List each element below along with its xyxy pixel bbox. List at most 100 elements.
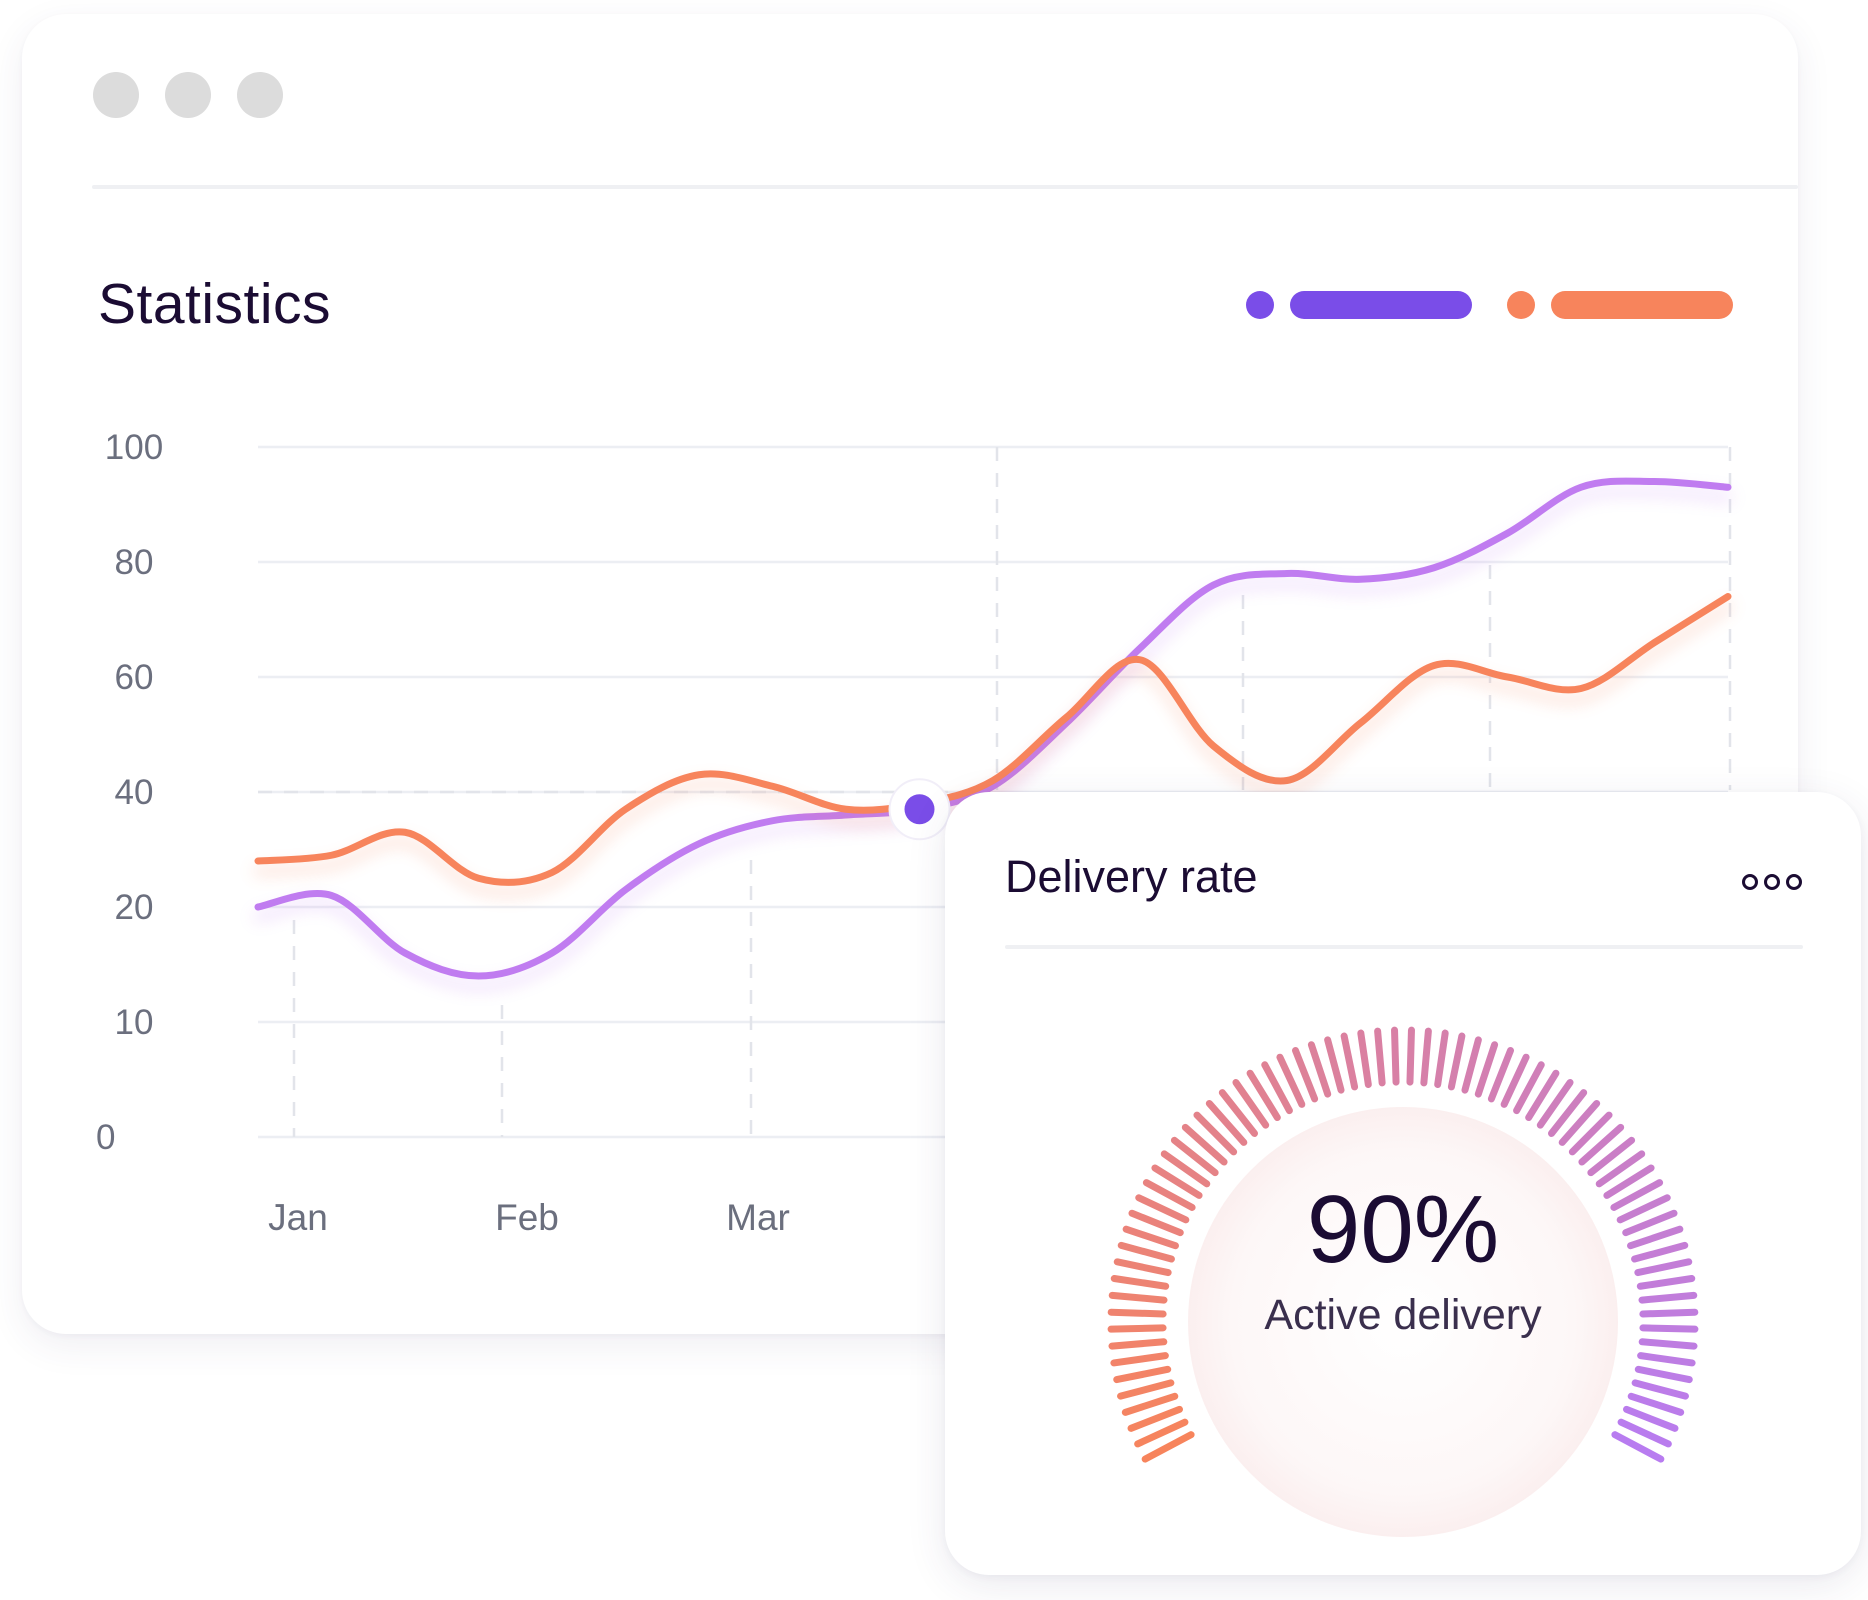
gauge-tick <box>1595 1150 1646 1188</box>
gauge-tick <box>1616 1194 1671 1224</box>
gauge-tick <box>1634 1258 1693 1277</box>
gauge-tick <box>1610 1179 1664 1211</box>
x-tick-label: Mar <box>726 1197 790 1238</box>
gauge-tick <box>1617 1418 1672 1448</box>
highlight-marker-dot <box>904 794 935 825</box>
gauge-tick <box>1232 1079 1270 1129</box>
gauge-tick <box>1121 1392 1179 1416</box>
gauge-tick <box>1122 1225 1179 1250</box>
gauge-tick <box>1110 1275 1170 1290</box>
gauge-tick <box>1627 1392 1685 1416</box>
window-minimize-dot[interactable] <box>165 72 211 118</box>
gauge-tick <box>1160 1150 1211 1188</box>
legend-bar-series-1[interactable] <box>1290 291 1472 319</box>
gauge-tick <box>1135 1194 1190 1224</box>
gauge-tick <box>1406 1026 1415 1086</box>
gauge-tick <box>1117 1379 1175 1400</box>
legend-dot-series-1 <box>1246 291 1274 319</box>
gauge-tick <box>1193 1111 1238 1156</box>
gauge-tick <box>1291 1047 1319 1103</box>
gauge-tick <box>1638 1291 1698 1304</box>
x-tick-label: Feb <box>495 1197 559 1238</box>
gauge-tick <box>1636 1275 1696 1290</box>
gauge-tick <box>1461 1036 1482 1094</box>
gauge-tick <box>1487 1047 1515 1103</box>
gauge-tick <box>1627 1225 1684 1250</box>
gauge-tick <box>1205 1099 1248 1146</box>
gauge-tick <box>1127 1405 1183 1432</box>
gauge-tick <box>1623 1405 1679 1432</box>
gauge-tick <box>1142 1179 1196 1211</box>
gauge-tick <box>1107 1324 1167 1333</box>
gauge-tick <box>1170 1136 1219 1177</box>
more-dot <box>1764 874 1780 890</box>
chart-highlight <box>888 778 951 841</box>
gauge-tick <box>1603 1164 1655 1199</box>
gauge-tick <box>1134 1418 1189 1448</box>
gauge-tick <box>1374 1027 1386 1087</box>
gauge-tick <box>1631 1241 1689 1263</box>
gauge-tick <box>1108 1338 1168 1350</box>
y-tick-label: 40 <box>115 773 154 812</box>
gauge-tick <box>1558 1099 1601 1146</box>
gauge-tick <box>1246 1069 1281 1122</box>
series-line-glow <box>253 601 1733 898</box>
gauge-tick <box>1637 1352 1696 1367</box>
gauge-tick <box>1639 1324 1699 1333</box>
gauge-tick <box>1578 1123 1625 1166</box>
gauge-tick <box>1525 1069 1560 1122</box>
legend-dot-series-2 <box>1507 291 1535 319</box>
y-tick-label: 0 <box>96 1118 115 1157</box>
y-tick-label: 100 <box>105 428 163 467</box>
gauge-tick <box>1276 1053 1306 1108</box>
gauge-tick <box>1141 1431 1195 1463</box>
gauge-tick <box>1218 1089 1258 1137</box>
gauge-tick <box>1611 1431 1665 1463</box>
legend-bar-series-2[interactable] <box>1551 291 1733 319</box>
y-tick-label: 20 <box>115 888 154 927</box>
gauge-tick <box>1128 1209 1184 1237</box>
y-tick-label: 10 <box>115 1003 154 1042</box>
y-tick-label: 80 <box>115 543 154 582</box>
gauge-tick <box>1151 1164 1203 1199</box>
gauge-value: 90% <box>1306 1176 1500 1283</box>
gauge-tick <box>1110 1352 1169 1367</box>
gauge-tick <box>1113 1365 1172 1384</box>
window-maximize-dot[interactable] <box>237 72 283 118</box>
gauge-tick <box>1622 1209 1678 1237</box>
gauge-tick <box>1474 1041 1499 1098</box>
gauge-tick <box>1391 1026 1400 1086</box>
gauge-tick <box>1181 1123 1228 1166</box>
delivery-rate-card: Delivery rate 90% Active delivery <box>945 792 1861 1575</box>
gauge-tick <box>1261 1061 1293 1115</box>
header-divider <box>92 185 1798 189</box>
more-dot <box>1786 874 1802 890</box>
gauge-tick <box>1536 1079 1574 1129</box>
gauge-tick <box>1324 1036 1345 1094</box>
delivery-rate-title: Delivery rate <box>1005 851 1258 902</box>
gauge-tick <box>1513 1061 1545 1115</box>
more-options-icon[interactable] <box>1742 873 1802 891</box>
statistics-title: Statistics <box>98 272 332 336</box>
gauge-tick <box>1634 1365 1693 1384</box>
gauge-tick <box>1568 1111 1613 1156</box>
gauge-tick <box>1107 1308 1167 1318</box>
gauge-tick <box>1447 1032 1466 1091</box>
window-close-dot[interactable] <box>93 72 139 118</box>
gauge-tick <box>1117 1241 1175 1263</box>
gauge-tick <box>1340 1032 1359 1091</box>
gauge-tick <box>1500 1053 1530 1108</box>
gauge-label: Active delivery <box>1264 1291 1542 1339</box>
gauge-tick <box>1638 1338 1698 1350</box>
delivery-divider <box>1005 945 1803 949</box>
gauge-inner-disc <box>1188 1107 1618 1537</box>
delivery-gauge <box>1107 1026 1699 1537</box>
series-line-2 <box>254 593 1732 886</box>
gauge-tick <box>1434 1029 1449 1089</box>
y-tick-label: 60 <box>115 658 154 697</box>
gauge-tick <box>1587 1136 1636 1177</box>
gauge-tick <box>1108 1291 1168 1304</box>
gauge-tick <box>1548 1089 1588 1137</box>
gauge-tick <box>1357 1029 1372 1089</box>
